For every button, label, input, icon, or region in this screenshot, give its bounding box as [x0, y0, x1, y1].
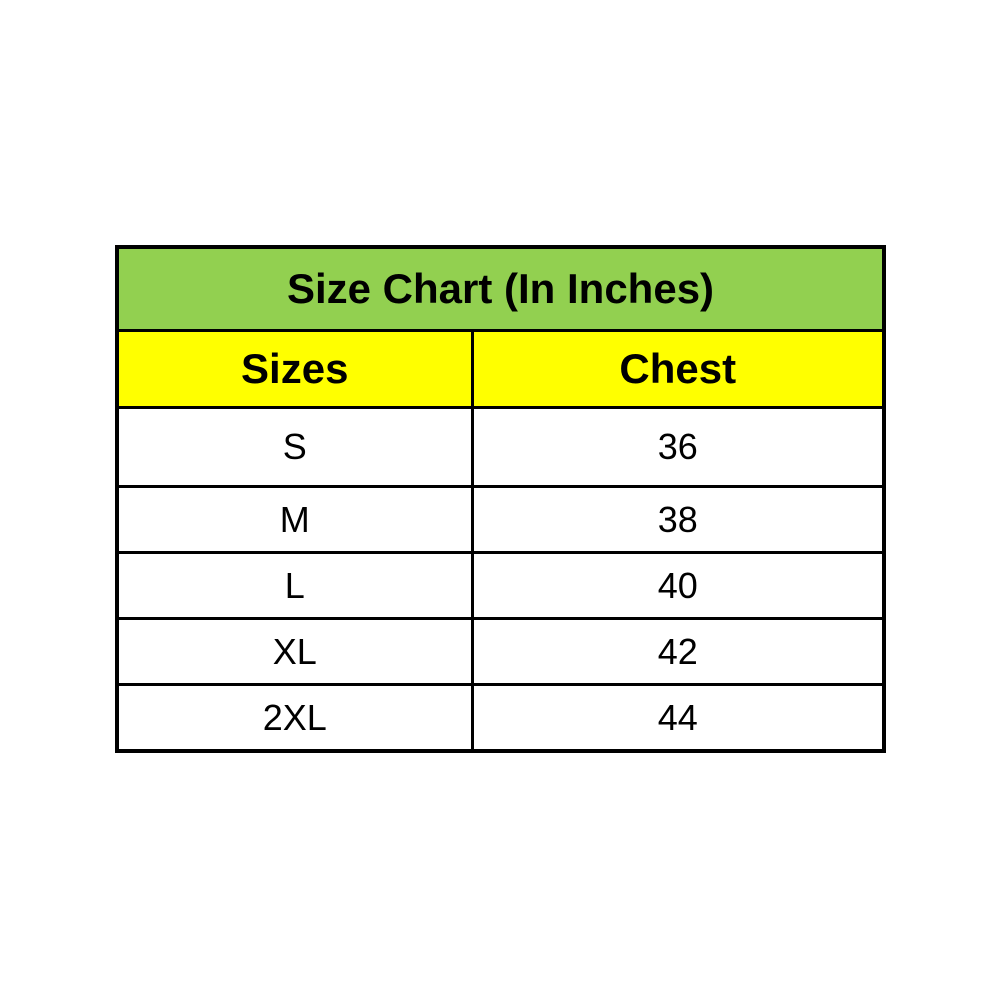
chest-value: 38 [470, 485, 886, 554]
size-chart-table: Size Chart (In Inches) Sizes Chest S 36 … [115, 245, 887, 753]
column-header-chest: Chest [470, 329, 886, 409]
chest-value: 44 [470, 683, 886, 753]
column-header-sizes: Sizes [115, 329, 474, 409]
table-row: 2XL 44 [115, 683, 886, 753]
chest-value: 36 [470, 406, 886, 488]
size-value: M [115, 485, 474, 554]
table-row: L 40 [115, 551, 886, 620]
size-value: L [115, 551, 474, 620]
size-value: 2XL [115, 683, 474, 753]
size-value: XL [115, 617, 474, 686]
table-row: S 36 [115, 406, 886, 488]
size-value: S [115, 406, 474, 488]
chest-value: 42 [470, 617, 886, 686]
table-title-row: Size Chart (In Inches) [115, 245, 886, 332]
table-row: XL 42 [115, 617, 886, 686]
table-row: M 38 [115, 485, 886, 554]
table-header-row: Sizes Chest [115, 329, 886, 409]
table-title: Size Chart (In Inches) [115, 245, 886, 332]
chest-value: 40 [470, 551, 886, 620]
